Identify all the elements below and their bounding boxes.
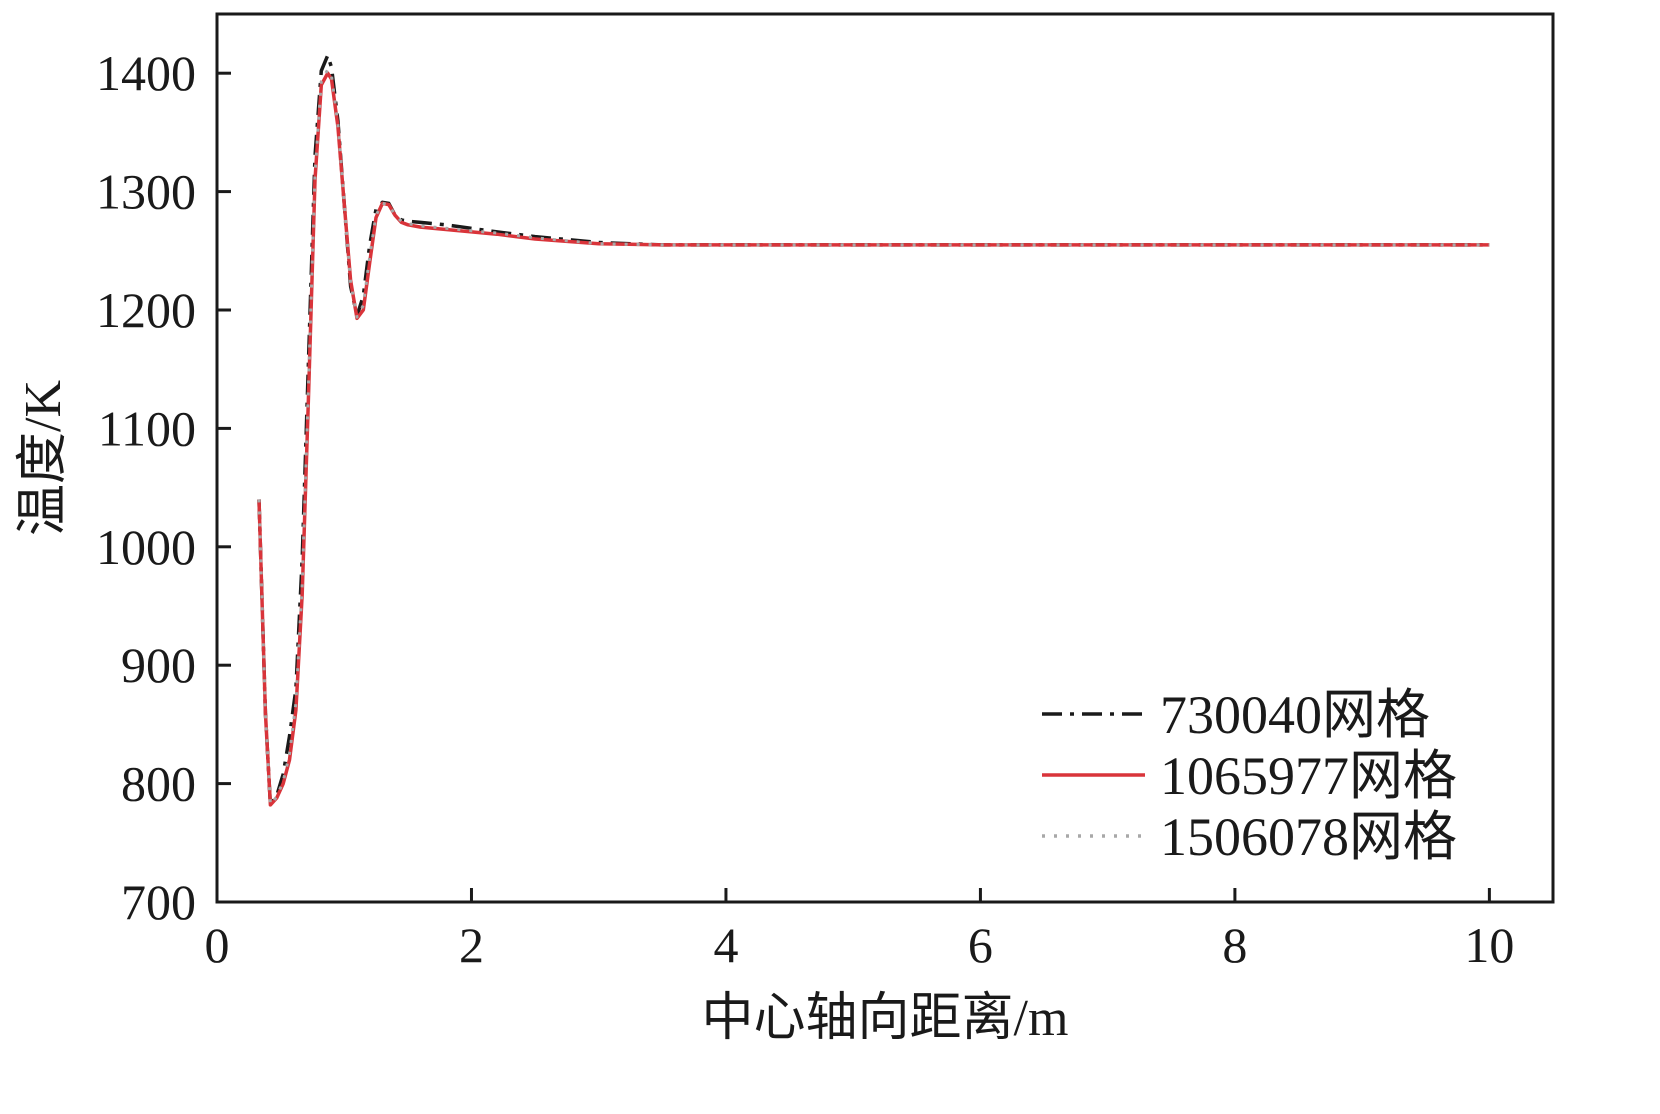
legend-label: 730040网格 [1160, 685, 1430, 745]
y-axis-ticks: 700 800 900 1000 1100 1200 1300 1400 [96, 45, 231, 930]
y-tick-label: 1000 [96, 519, 196, 575]
y-tick-label: 1400 [96, 45, 196, 101]
legend-label: 1506078网格 [1160, 807, 1457, 867]
x-tick-label: 8 [1222, 917, 1247, 973]
x-tick-label: 2 [459, 917, 484, 973]
y-tick-label: 900 [121, 637, 196, 693]
y-tick-label: 1300 [96, 164, 196, 220]
y-tick-label: 800 [121, 756, 196, 812]
x-tick-label: 0 [205, 917, 230, 973]
x-tick-label: 6 [968, 917, 993, 973]
x-axis-title: 中心轴向距离/m [702, 990, 1069, 1047]
legend-label: 1065977网格 [1160, 746, 1457, 806]
y-tick-label: 1100 [98, 400, 196, 456]
y-tick-label: 1200 [96, 282, 196, 338]
y-tick-label: 700 [121, 874, 196, 930]
y-axis-title: 温度/K [15, 380, 72, 536]
x-tick-label: 4 [713, 917, 738, 973]
x-tick-label: 10 [1464, 917, 1514, 973]
